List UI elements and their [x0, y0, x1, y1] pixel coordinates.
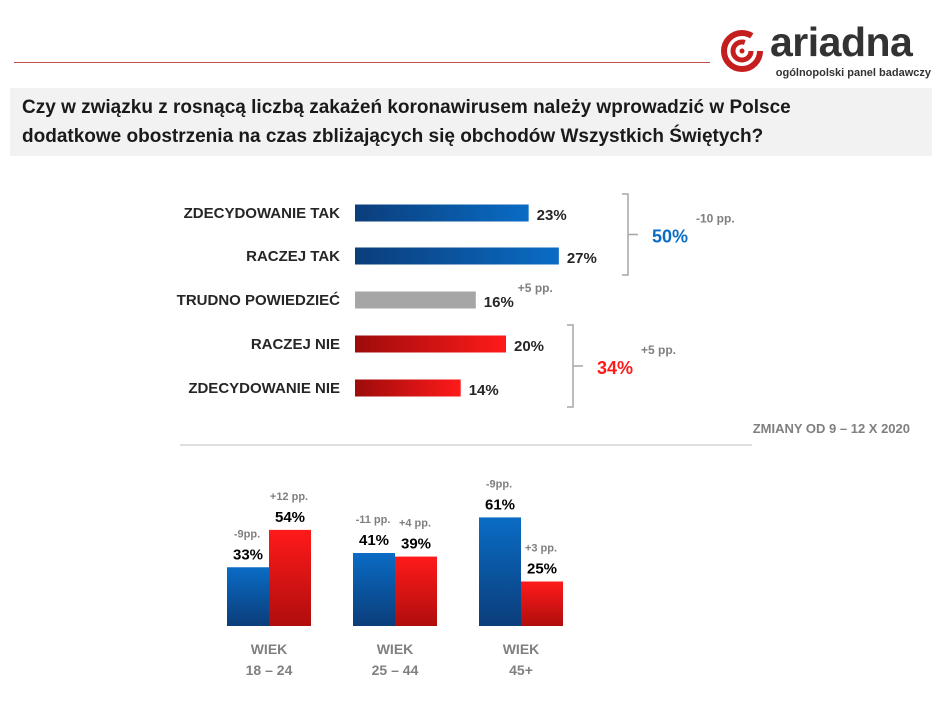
- age-bar-chart: 33% -9pp. 54% +12 pp. WIEK 18 – 24 41% -11 pp. 3…: [227, 478, 563, 678]
- category-label: ZDECYDOWANIE NIE: [188, 380, 340, 397]
- change-label: -11 pp.: [356, 514, 391, 526]
- value-label: 39%: [401, 536, 431, 553]
- value-label: 16%: [484, 294, 514, 311]
- logo-tagline: ogólnopolski panel badawczy: [775, 67, 931, 79]
- group-change-label: +5 pp.: [641, 343, 676, 357]
- category-label: RACZEJ TAK: [246, 248, 340, 265]
- value-label: 27%: [567, 250, 597, 267]
- answer-bar: [355, 379, 461, 397]
- value-label: 41%: [359, 532, 389, 549]
- group-bracket: [567, 324, 583, 408]
- category-label: RACZEJ NIE: [251, 336, 340, 353]
- change-label: -9pp.: [234, 528, 260, 540]
- age-category-label: WIEK: [377, 641, 414, 657]
- change-label: +4 pp.: [399, 518, 431, 530]
- answer-bar: [355, 204, 529, 222]
- value-label: 33%: [233, 546, 263, 563]
- category-label: TRUDNO POWIEDZIEĆ: [177, 291, 340, 309]
- ariadna-swirl-icon: [721, 30, 763, 72]
- value-label: 54%: [275, 509, 305, 526]
- value-label: 61%: [485, 496, 515, 513]
- change-label: +5 pp.: [518, 281, 553, 295]
- age-category-range: 18 – 24: [246, 662, 293, 678]
- value-label: 23%: [537, 207, 567, 224]
- age-bar-no: [395, 556, 437, 626]
- answers-bar-chart: ZDECYDOWANIE TAK 23% RACZEJ TAK 27% TRUDNO P…: [177, 193, 910, 436]
- age-category-range: 45+: [509, 662, 533, 678]
- changes-note: ZMIANY OD 9 – 12 X 2020: [753, 421, 910, 436]
- age-bar-yes: [227, 567, 269, 626]
- change-label: -9pp.: [486, 478, 512, 490]
- answer-bar: [355, 291, 476, 309]
- group-bracket: [622, 193, 638, 276]
- age-bar-yes: [479, 517, 521, 626]
- logo-wordmark: ariadna: [770, 19, 913, 65]
- category-label: ZDECYDOWANIE TAK: [184, 205, 341, 222]
- question-line-1: Czy w związku z rosnącą liczbą zakażeń k…: [22, 97, 791, 118]
- value-label: 14%: [469, 382, 499, 399]
- change-label: +3 pp.: [525, 543, 557, 555]
- group-total-label: 50%: [652, 227, 688, 247]
- age-category-range: 25 – 44: [372, 662, 419, 678]
- answer-bar: [355, 247, 559, 265]
- age-bar-no: [269, 529, 311, 626]
- question-line-2: dodatkowe obostrzenia na czas zbliżający…: [22, 126, 764, 147]
- value-label: 20%: [514, 338, 544, 355]
- value-label: 25%: [527, 561, 557, 578]
- group-total-label: 34%: [597, 358, 633, 378]
- question-banner: Czy w związku z rosnącą liczbą zakażeń k…: [10, 88, 932, 156]
- age-category-label: WIEK: [251, 641, 288, 657]
- ariadna-logo: ariadna ogólnopolski panel badawczy: [720, 22, 935, 84]
- age-bar-no: [521, 581, 563, 626]
- change-label: +12 pp.: [270, 491, 308, 503]
- age-category-label: WIEK: [503, 641, 540, 657]
- answer-bar: [355, 335, 506, 353]
- age-bar-yes: [353, 553, 395, 626]
- header-divider: [14, 62, 710, 63]
- group-change-label: -10 pp.: [696, 212, 735, 226]
